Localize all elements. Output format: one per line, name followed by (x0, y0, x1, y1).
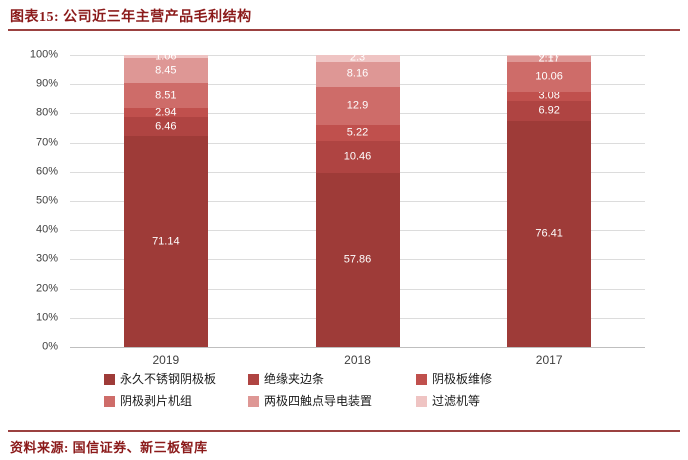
segment-label: 5.22 (346, 126, 369, 139)
bar-segment: 2.3 (315, 52, 400, 63)
y-axis-tick-label: 30% (35, 252, 58, 265)
legend-item: 两极四触点导电装置 (248, 395, 416, 407)
bar-segment: 0.17 (507, 49, 592, 60)
figure-title: 图表15: 公司近三年主营产品毛利结构 (10, 10, 252, 25)
segment-label: 2.94 (155, 106, 177, 119)
legend-item: 过滤机等 (416, 395, 596, 407)
source-note: 资料来源: 国信证券、新三板智库 (10, 440, 208, 455)
x-axis: 2019 2018 2017 (70, 353, 645, 369)
bar-2017: 76.41 6.92 3.08 10.06 2.17 0.17 (507, 49, 592, 347)
legend-label: 永久不锈钢阴极板 (120, 372, 217, 386)
legend-marker (248, 373, 259, 385)
y-axis-tick-label: 10% (35, 311, 58, 324)
bar-segment: 8.45 (123, 58, 208, 84)
source-divider (8, 430, 680, 432)
segment-label: 76.41 (535, 227, 563, 240)
legend-item: 绝缘夹边条 (248, 373, 416, 385)
legend-item: 永久不锈钢阴极板 (104, 373, 248, 385)
legend-item: 阴极板维修 (416, 373, 596, 385)
legend-label: 过滤机等 (432, 394, 481, 408)
segment-label: 6.46 (155, 120, 177, 133)
legend-label: 绝缘夹边条 (264, 372, 325, 386)
legend-label: 两极四触点导电装置 (264, 394, 373, 408)
bar-segment: 57.86 (315, 172, 400, 347)
segment-label: 2.3 (349, 51, 366, 64)
y-axis-tick-label: 90% (35, 77, 58, 90)
bar-segment: 8.51 (123, 83, 208, 109)
bar-segment: 2.17 (507, 53, 592, 64)
bar-segment: 8.16 (315, 61, 400, 87)
y-axis-tick-label: 20% (35, 282, 58, 295)
segment-label: 10.06 (535, 70, 563, 83)
bar-segment: 71.14 (123, 136, 208, 347)
y-axis: 0% 10% 20% 30% 40% 50% 60% 70% 80% 90% 100% (0, 49, 58, 352)
segment-label: 12.9 (346, 99, 369, 112)
bar-segment: 5.22 (315, 125, 400, 142)
gridline (70, 347, 645, 348)
legend-marker (104, 373, 115, 385)
legend-marker (416, 395, 427, 407)
segment-label: 2.17 (538, 52, 560, 65)
x-axis-tick-label: 2019 (152, 353, 180, 367)
legend-item: 阴极剥片机组 (104, 395, 248, 407)
y-axis-tick-label: 40% (35, 223, 58, 236)
legend-marker (104, 395, 115, 407)
bar-segment: 76.41 (507, 121, 592, 347)
segment-label: 71.14 (152, 235, 180, 248)
segment-label: 1.06 (155, 50, 177, 63)
legend-label: 阴极板维修 (432, 372, 493, 386)
y-axis-tick-label: 50% (35, 194, 58, 207)
title-divider (8, 29, 680, 31)
segment-label: 57.86 (343, 253, 372, 266)
stacked-bar-plot-area: 71.14 6.46 2.94 8.51 8.45 1.06 57.86 10.46 5.22 1… (70, 49, 645, 348)
chart-legend: 永久不锈钢阴极板 绝缘夹边条 阴极板维修阴极剥片机组 两极四触点导电装置 过滤机等 (104, 373, 596, 407)
segment-label: 8.16 (346, 67, 369, 80)
segment-label: 10.46 (343, 150, 372, 163)
segment-label: 3.08 (538, 89, 560, 102)
bar-segment: 12.9 (315, 86, 400, 126)
bar-2019: 71.14 6.46 2.94 8.51 8.45 1.06 (123, 51, 208, 347)
x-axis-tick-label: 2017 (535, 353, 563, 367)
bar-segment: 10.06 (507, 61, 592, 92)
segment-label: 6.92 (538, 104, 560, 117)
bar-segment: 6.92 (507, 100, 592, 122)
y-axis-tick-label: 70% (35, 136, 58, 149)
y-axis-tick-label: 0% (42, 340, 58, 353)
legend-marker (248, 395, 259, 407)
y-axis-tick-label: 80% (35, 106, 58, 119)
legend-marker (416, 373, 427, 385)
y-axis-tick-label: 60% (35, 165, 58, 178)
bar-segment: 6.46 (123, 117, 208, 137)
bar-2018: 57.86 10.46 5.22 12.9 8.16 2.3 (315, 52, 400, 347)
bar-segment: 3.08 (507, 90, 592, 101)
y-axis-tick-label: 100% (29, 48, 58, 61)
segment-label: 8.45 (155, 64, 177, 77)
x-axis-tick-label: 2018 (344, 353, 371, 367)
bar-segment: 2.94 (123, 107, 208, 118)
bar-segment: 1.06 (123, 51, 208, 62)
legend-label: 阴极剥片机组 (120, 394, 193, 408)
segment-label: 8.51 (155, 89, 177, 102)
bar-segment: 10.46 (315, 141, 400, 173)
segment-label: 0.17 (538, 48, 560, 61)
